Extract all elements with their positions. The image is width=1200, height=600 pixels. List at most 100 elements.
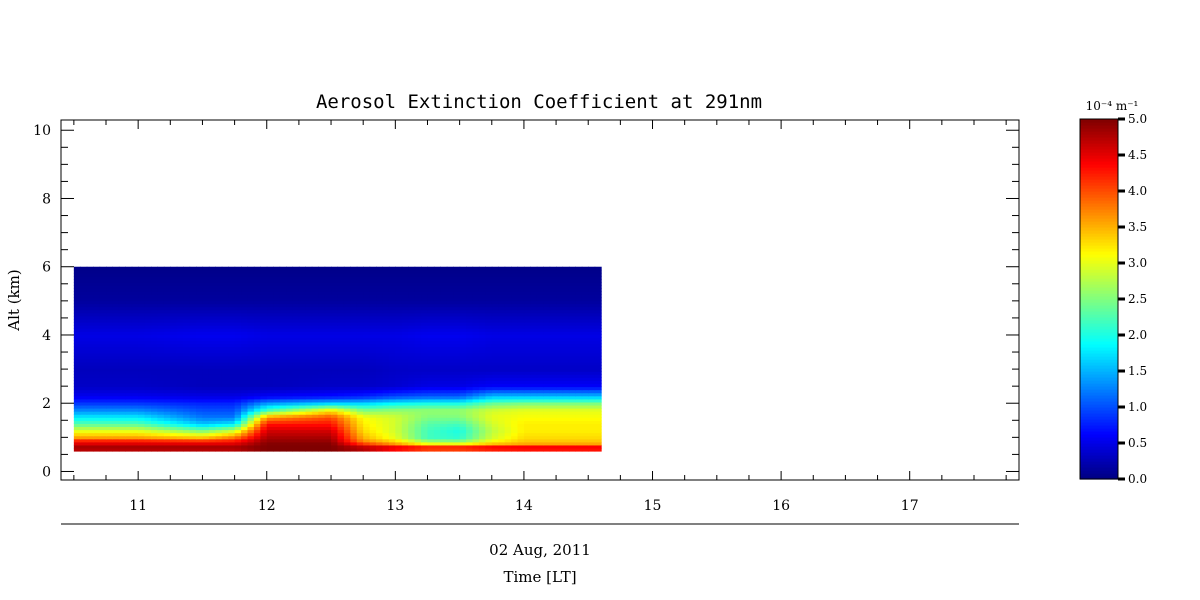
- heatmap-cell: [433, 303, 441, 308]
- heatmap-cell: [125, 322, 133, 326]
- heatmap-cell: [228, 275, 236, 280]
- heatmap-cell: [421, 328, 429, 332]
- heatmap-cell: [459, 426, 467, 431]
- heatmap-cell: [350, 285, 358, 289]
- heatmap-cell: [292, 279, 300, 283]
- heatmap-cell: [253, 303, 261, 308]
- heatmap-cell: [363, 325, 371, 329]
- heatmap-cell: [421, 312, 429, 317]
- heatmap-cell: [536, 322, 544, 326]
- heatmap-cell: [363, 420, 371, 424]
- heatmap-cell: [202, 380, 210, 385]
- heatmap-cell: [305, 355, 313, 360]
- heatmap-cell: [311, 306, 319, 311]
- heatmap-cell: [363, 426, 371, 431]
- heatmap-cell: [568, 312, 576, 317]
- heatmap-cell: [478, 343, 486, 348]
- heatmap-cell: [453, 365, 461, 369]
- heatmap-cell: [517, 380, 525, 385]
- heatmap-cell: [562, 331, 570, 335]
- heatmap-cell: [241, 395, 249, 400]
- heatmap-cell: [286, 349, 294, 354]
- heatmap-cell: [466, 322, 474, 326]
- heatmap-cell: [221, 417, 229, 421]
- heatmap-cell: [504, 291, 512, 295]
- heatmap-cell: [376, 361, 384, 366]
- heatmap-cell: [562, 279, 570, 283]
- heatmap-cell: [581, 374, 589, 378]
- heatmap-cell: [369, 337, 377, 342]
- heatmap-cell: [324, 408, 332, 412]
- heatmap-cell: [80, 386, 88, 391]
- heatmap-cell: [273, 355, 281, 360]
- heatmap-cell: [125, 343, 133, 348]
- heatmap-cell: [562, 365, 570, 369]
- heatmap-cell: [472, 361, 480, 366]
- heatmap-cell: [369, 401, 377, 406]
- heatmap-cell: [215, 337, 223, 342]
- heatmap-cell: [543, 275, 551, 280]
- heatmap-cell: [556, 312, 564, 317]
- heatmap-cell: [523, 383, 531, 388]
- heatmap-cell: [581, 358, 589, 363]
- heatmap-cell: [498, 349, 506, 354]
- heatmap-cell: [298, 349, 306, 354]
- heatmap-cell: [125, 438, 133, 443]
- heatmap-cell: [549, 432, 557, 437]
- heatmap-cell: [581, 349, 589, 354]
- heatmap-cell: [523, 266, 531, 271]
- heatmap-cell: [298, 269, 306, 274]
- heatmap-cell: [498, 441, 506, 446]
- heatmap-cell: [125, 306, 133, 311]
- heatmap-cell: [73, 355, 81, 360]
- heatmap-cell: [260, 328, 268, 332]
- heatmap-cell: [99, 315, 107, 320]
- heatmap-cell: [118, 447, 126, 452]
- heatmap-cell: [170, 420, 178, 424]
- heatmap-cell: [163, 435, 171, 440]
- heatmap-cell: [73, 328, 81, 332]
- heatmap-cell: [311, 358, 319, 363]
- heatmap-cell: [273, 279, 281, 283]
- heatmap-cell: [459, 389, 467, 394]
- heatmap-cell: [86, 438, 94, 443]
- heatmap-cell: [581, 309, 589, 314]
- heatmap-cell: [446, 297, 454, 302]
- heatmap-cell: [504, 368, 512, 372]
- heatmap-cell: [363, 269, 371, 274]
- heatmap-cell: [568, 361, 576, 366]
- heatmap-cell: [581, 408, 589, 412]
- heatmap-cell: [343, 398, 351, 403]
- heatmap-cell: [118, 395, 126, 400]
- heatmap-cell: [273, 346, 281, 351]
- heatmap-cell: [202, 386, 210, 391]
- heatmap-cell: [138, 383, 146, 388]
- heatmap-cell: [80, 358, 88, 363]
- heatmap-cell: [594, 312, 602, 317]
- heatmap-cell: [369, 429, 377, 434]
- heatmap-cell: [157, 288, 165, 292]
- heatmap-cell: [517, 426, 525, 431]
- heatmap-cell: [549, 401, 557, 406]
- heatmap-cell: [215, 374, 223, 378]
- heatmap-cell: [73, 306, 81, 311]
- heatmap-cell: [138, 380, 146, 385]
- heatmap-cell: [388, 365, 396, 369]
- heatmap-cell: [118, 346, 126, 351]
- heatmap-cell: [581, 282, 589, 286]
- heatmap-cell: [221, 414, 229, 418]
- heatmap-cell: [99, 386, 107, 391]
- heatmap-cell: [311, 398, 319, 403]
- heatmap-cell: [93, 414, 101, 418]
- heatmap-cell: [408, 272, 416, 277]
- heatmap-cell: [491, 411, 499, 415]
- heatmap-cell: [234, 349, 242, 354]
- heatmap-cell: [138, 355, 146, 360]
- heatmap-cell: [498, 343, 506, 348]
- heatmap-cell: [80, 441, 88, 446]
- heatmap-cell: [594, 371, 602, 375]
- heatmap-cell: [511, 414, 519, 418]
- heatmap-cell: [388, 349, 396, 354]
- heatmap-cell: [421, 361, 429, 366]
